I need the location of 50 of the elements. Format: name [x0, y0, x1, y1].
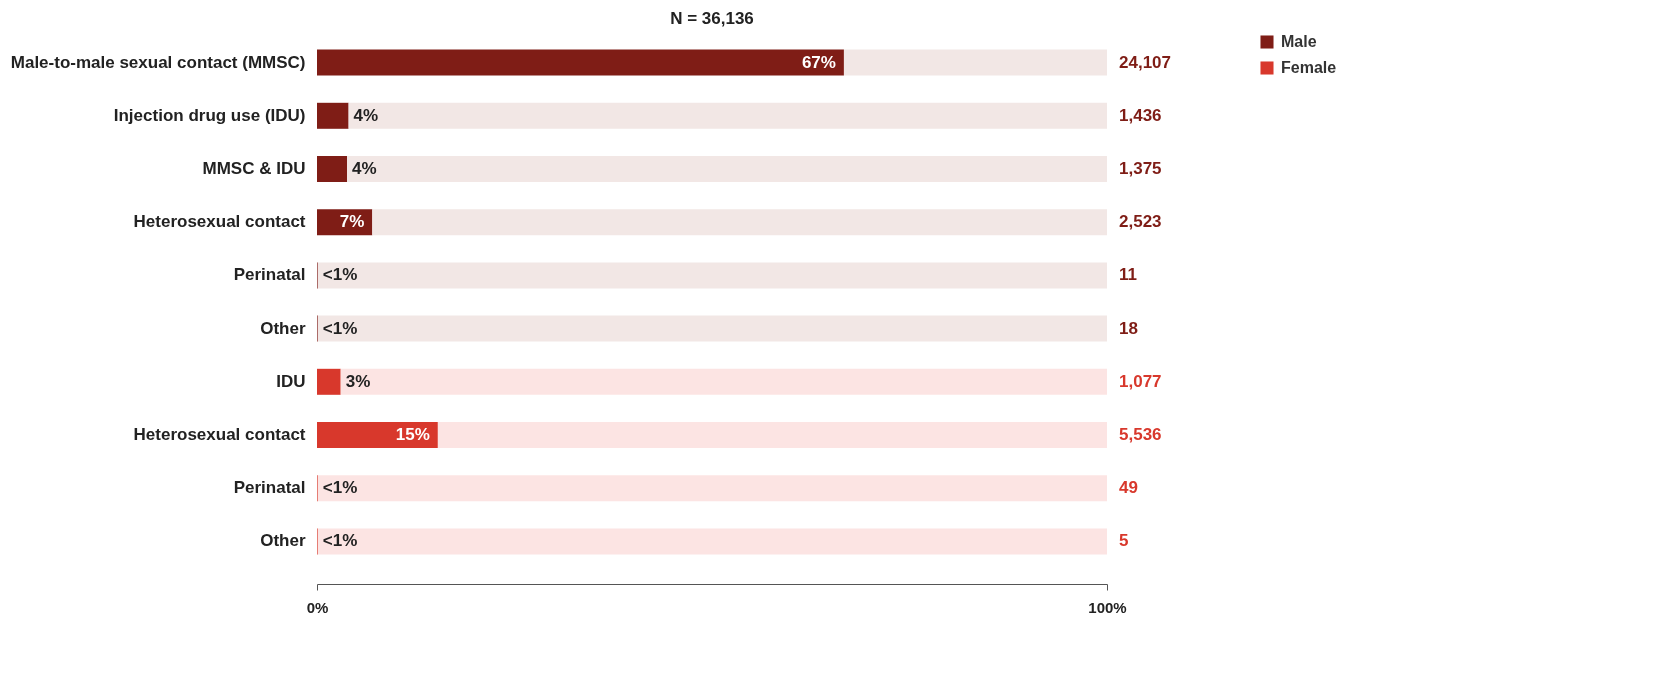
data-label: 4%	[353, 105, 379, 125]
bar	[317, 102, 349, 129]
y-tick-label: Other	[260, 531, 306, 551]
bar	[317, 262, 1107, 289]
legend-label: Female	[1281, 59, 1337, 76]
text: 5	[1119, 531, 1129, 551]
bar	[843, 49, 1107, 76]
bar	[317, 156, 348, 182]
text: 5,536	[1119, 425, 1162, 444]
data-label: <1%	[322, 531, 358, 551]
bar	[317, 422, 438, 448]
x-tick-label: 100%	[1088, 598, 1127, 616]
chart-title: N = 36,136	[670, 9, 754, 28]
text: 11	[1119, 265, 1137, 285]
y-tick-label: IDU	[276, 371, 306, 391]
y-tick-label: Perinatal	[233, 478, 306, 498]
y-tick-label: Male-to-male sexual contact (MMSC)	[10, 52, 306, 72]
data-label: 3%	[345, 371, 371, 391]
bar	[317, 368, 341, 395]
text: 2,523	[1119, 212, 1162, 232]
text: 49	[1119, 478, 1138, 498]
data-label: 67%	[801, 52, 836, 72]
data-label: <1%	[322, 318, 358, 338]
text: 1,077	[1119, 371, 1162, 391]
data-label: <1%	[322, 265, 358, 285]
text: 24,107	[1119, 52, 1171, 72]
bar	[317, 528, 1107, 555]
x-tick-label: 0%	[306, 598, 329, 616]
bar	[317, 49, 844, 76]
text: 1,436	[1119, 105, 1162, 125]
bar	[348, 102, 1107, 129]
y-tick-label: Injection drug use (IDU)	[113, 105, 306, 125]
y-tick-label: Heterosexual contact	[133, 212, 306, 232]
bar	[317, 315, 1107, 342]
text: 1,375	[1119, 159, 1162, 178]
data-label: <1%	[322, 478, 358, 498]
data-label: 7%	[339, 212, 365, 232]
y-tick-label: MMSC & IDU	[202, 159, 306, 178]
y-tick-label: Perinatal	[233, 265, 306, 285]
bar	[347, 156, 1107, 182]
text: 18	[1119, 318, 1138, 338]
y-tick-label: Other	[260, 318, 306, 338]
bar	[372, 209, 1107, 236]
bar	[437, 422, 1107, 448]
data-label: 15%	[395, 425, 430, 444]
y-tick-label: Heterosexual contact	[133, 425, 306, 444]
bar	[317, 475, 1107, 502]
data-label: 4%	[352, 159, 377, 178]
bar	[340, 368, 1107, 395]
legend-label: Male	[1281, 33, 1317, 50]
